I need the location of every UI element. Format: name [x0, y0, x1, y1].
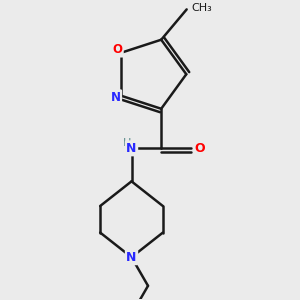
Text: O: O [194, 142, 205, 155]
Text: N: N [126, 142, 137, 155]
Text: N: N [111, 91, 121, 104]
Text: CH₃: CH₃ [192, 3, 212, 13]
Text: N: N [126, 251, 137, 264]
Text: O: O [112, 43, 122, 56]
Text: H: H [122, 138, 131, 148]
